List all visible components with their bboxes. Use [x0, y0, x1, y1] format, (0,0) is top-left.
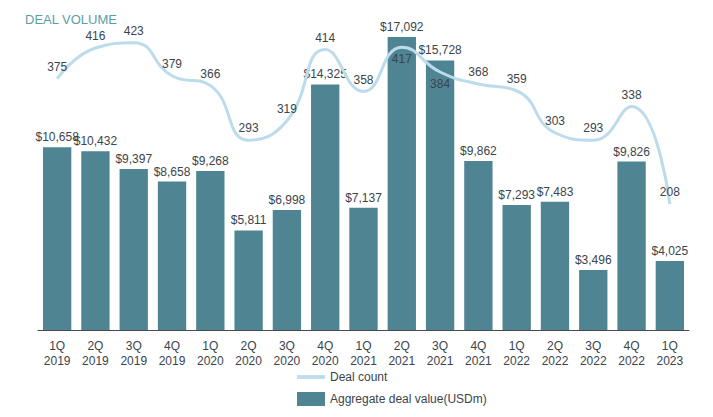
- svg-text:$5,811: $5,811: [231, 213, 267, 227]
- svg-text:2019: 2019: [82, 354, 109, 368]
- svg-text:2019: 2019: [44, 354, 71, 368]
- svg-text:2021: 2021: [465, 354, 492, 368]
- svg-text:2022: 2022: [618, 354, 645, 368]
- svg-text:423: 423: [124, 24, 144, 38]
- svg-text:2022: 2022: [542, 354, 569, 368]
- svg-text:3Q: 3Q: [585, 339, 601, 353]
- svg-text:384: 384: [430, 77, 450, 91]
- svg-text:2020: 2020: [235, 354, 262, 368]
- svg-text:4Q: 4Q: [164, 339, 180, 353]
- svg-text:4Q: 4Q: [470, 339, 486, 353]
- svg-text:4Q: 4Q: [317, 339, 333, 353]
- svg-text:2019: 2019: [120, 354, 147, 368]
- svg-text:$15,728: $15,728: [418, 43, 462, 57]
- svg-text:$6,998: $6,998: [269, 193, 306, 207]
- svg-text:338: 338: [622, 88, 642, 102]
- svg-text:$10,432: $10,432: [74, 134, 118, 148]
- svg-text:$8,658: $8,658: [154, 165, 191, 179]
- svg-text:417: 417: [392, 52, 412, 66]
- svg-text:2020: 2020: [312, 354, 339, 368]
- svg-text:$7,483: $7,483: [537, 185, 574, 199]
- svg-text:4Q: 4Q: [624, 339, 640, 353]
- svg-text:319: 319: [277, 102, 297, 116]
- svg-text:$4,025: $4,025: [652, 244, 689, 258]
- svg-text:$10,658: $10,658: [35, 130, 79, 144]
- svg-text:$14,325: $14,325: [304, 67, 348, 81]
- svg-text:2022: 2022: [503, 354, 530, 368]
- svg-text:3Q: 3Q: [432, 339, 448, 353]
- svg-text:368: 368: [468, 65, 488, 79]
- svg-text:$9,862: $9,862: [460, 144, 497, 158]
- svg-text:359: 359: [507, 72, 527, 86]
- svg-text:2020: 2020: [274, 354, 301, 368]
- svg-text:3Q: 3Q: [126, 339, 142, 353]
- svg-text:2020: 2020: [197, 354, 224, 368]
- svg-text:$9,826: $9,826: [613, 145, 650, 159]
- svg-text:3Q: 3Q: [279, 339, 295, 353]
- svg-text:293: 293: [583, 121, 603, 135]
- svg-text:$7,137: $7,137: [345, 191, 382, 205]
- svg-text:1Q: 1Q: [202, 339, 218, 353]
- svg-text:2022: 2022: [580, 354, 607, 368]
- svg-text:2Q: 2Q: [394, 339, 410, 353]
- svg-text:2021: 2021: [350, 354, 377, 368]
- svg-text:1Q: 1Q: [49, 339, 65, 353]
- svg-text:1Q: 1Q: [509, 339, 525, 353]
- svg-text:$7,293: $7,293: [498, 188, 535, 202]
- svg-text:$17,092: $17,092: [380, 20, 424, 34]
- svg-text:379: 379: [162, 57, 182, 71]
- svg-text:416: 416: [85, 29, 105, 43]
- svg-text:$9,397: $9,397: [115, 152, 152, 166]
- svg-text:Aggregate deal value(USDm): Aggregate deal value(USDm): [330, 392, 487, 406]
- svg-text:2023: 2023: [657, 354, 684, 368]
- svg-text:2Q: 2Q: [547, 339, 563, 353]
- svg-text:366: 366: [200, 67, 220, 81]
- svg-text:208: 208: [660, 185, 680, 199]
- svg-text:1Q: 1Q: [355, 339, 371, 353]
- svg-text:358: 358: [353, 73, 373, 87]
- svg-text:1Q: 1Q: [662, 339, 678, 353]
- svg-text:414: 414: [315, 31, 335, 45]
- svg-text:375: 375: [47, 60, 67, 74]
- svg-text:$3,496: $3,496: [575, 253, 612, 267]
- svg-text:303: 303: [545, 114, 565, 128]
- svg-text:2Q: 2Q: [241, 339, 257, 353]
- svg-text:293: 293: [239, 121, 259, 135]
- svg-text:Deal count: Deal count: [330, 370, 388, 384]
- svg-text:DEAL VOLUME: DEAL VOLUME: [25, 12, 117, 27]
- svg-text:$9,268: $9,268: [192, 154, 229, 168]
- svg-text:2021: 2021: [388, 354, 415, 368]
- svg-text:2021: 2021: [427, 354, 454, 368]
- svg-text:2019: 2019: [159, 354, 186, 368]
- svg-text:2Q: 2Q: [87, 339, 103, 353]
